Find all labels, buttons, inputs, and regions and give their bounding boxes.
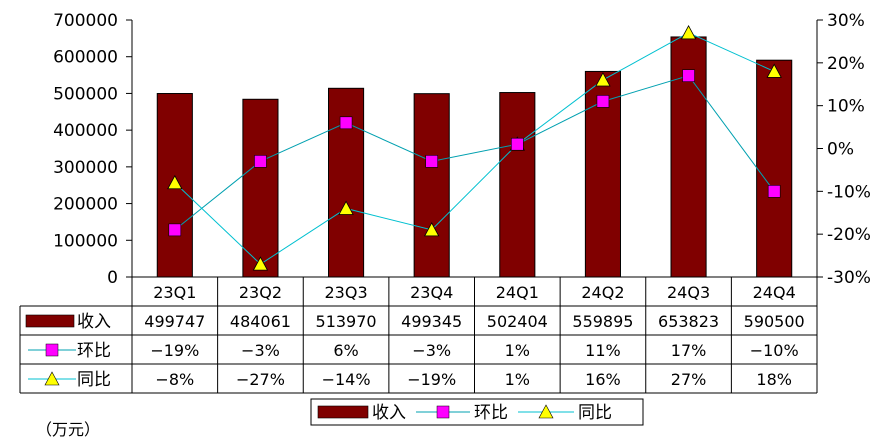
yoy-point xyxy=(167,174,183,190)
mom-point xyxy=(767,185,781,198)
table-cell: 17% xyxy=(671,341,707,360)
category-label: 23Q3 xyxy=(324,283,367,302)
table-cell: −19% xyxy=(407,370,456,389)
left-tick-label: 600000 xyxy=(53,48,118,68)
legend-bar-swatch xyxy=(317,405,369,419)
table-cell: 502404 xyxy=(487,312,548,331)
table-cell: −27% xyxy=(236,370,285,389)
table-cell: 513970 xyxy=(316,312,377,331)
table-cell: 653823 xyxy=(658,312,719,331)
table-cell: 18% xyxy=(756,370,792,389)
table-cell: −19% xyxy=(150,341,199,360)
row-key-bar xyxy=(25,314,75,328)
bar xyxy=(499,92,536,278)
table-cell: 11% xyxy=(585,341,621,360)
legend-label: 环比 xyxy=(474,403,508,423)
row-key-square xyxy=(45,343,59,357)
table-cell: 499345 xyxy=(401,312,462,331)
bar xyxy=(413,93,450,278)
left-tick-label: 100000 xyxy=(53,231,118,251)
left-tick-label: 400000 xyxy=(53,121,118,141)
table-cell: −8% xyxy=(155,370,194,389)
category-label: 23Q4 xyxy=(410,283,453,302)
mom-point xyxy=(425,155,438,168)
yoy-line xyxy=(174,32,775,265)
right-tick-label: 10% xyxy=(827,97,865,117)
yoy-point xyxy=(766,63,782,78)
mom-point xyxy=(254,155,267,168)
table-cell: 559895 xyxy=(572,312,633,331)
category-label: 24Q1 xyxy=(496,283,539,302)
yoy-point xyxy=(680,25,697,40)
left-tick-label: 300000 xyxy=(53,158,118,178)
table-cell: 1% xyxy=(505,341,530,360)
legend-mom-marker xyxy=(436,405,450,419)
unit-label: （万元） xyxy=(36,420,101,439)
mom-point xyxy=(596,95,610,108)
bar xyxy=(756,59,793,278)
right-tick-label: -20% xyxy=(827,225,871,245)
right-tick-label: 30% xyxy=(827,11,865,31)
row-key-triangle xyxy=(44,371,60,386)
legend-label: 收入 xyxy=(372,403,406,423)
table-cell: 27% xyxy=(671,370,707,389)
legend-label: 同比 xyxy=(578,403,612,423)
table-cell: 16% xyxy=(585,370,621,389)
table-cell: −10% xyxy=(750,341,799,360)
bar xyxy=(242,98,279,278)
mom-point xyxy=(168,223,182,237)
right-tick-label: -10% xyxy=(827,182,871,202)
legend-yoy-marker xyxy=(538,404,554,419)
table-cell: 590500 xyxy=(744,312,805,331)
category-label: 24Q3 xyxy=(667,283,710,302)
right-tick-label: 20% xyxy=(827,54,865,74)
category-label: 24Q4 xyxy=(753,283,796,302)
table-cell: 484061 xyxy=(230,312,291,331)
mom-point xyxy=(682,69,695,82)
left-tick-label: 700000 xyxy=(53,11,118,31)
table-cell: 6% xyxy=(333,341,358,360)
mom-point xyxy=(511,137,524,151)
category-label: 24Q2 xyxy=(581,283,624,302)
yoy-point xyxy=(595,72,611,87)
table-cell: −3% xyxy=(241,341,280,360)
right-tick-label: -30% xyxy=(827,268,871,288)
table-cell: −14% xyxy=(322,370,371,389)
right-tick-label: 0% xyxy=(827,140,854,160)
table-row-label: 环比 xyxy=(77,341,111,361)
left-tick-label: 200000 xyxy=(53,195,118,215)
yoy-point xyxy=(252,256,269,271)
yoy-point xyxy=(338,200,354,215)
mom-line xyxy=(174,75,775,231)
table-cell: −3% xyxy=(412,341,451,360)
left-tick-label: 0 xyxy=(107,268,118,288)
category-label: 23Q2 xyxy=(239,283,282,302)
table-row-label: 同比 xyxy=(77,370,111,390)
yoy-point xyxy=(424,222,440,237)
table-cell: 499747 xyxy=(144,312,205,331)
left-tick-label: 500000 xyxy=(53,84,118,104)
table-cell: 1% xyxy=(505,370,530,389)
table-row-label: 收入 xyxy=(77,312,111,332)
category-label: 23Q1 xyxy=(153,283,196,302)
mom-point xyxy=(339,116,353,130)
